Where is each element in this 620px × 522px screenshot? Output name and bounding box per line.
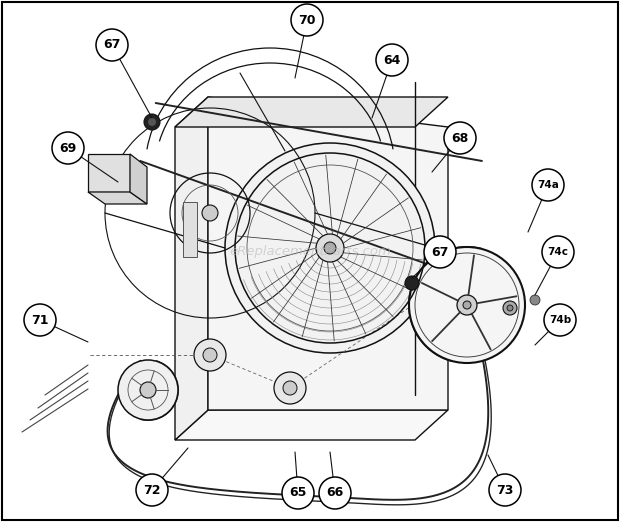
Polygon shape [130, 154, 147, 204]
Polygon shape [175, 410, 448, 440]
Text: 71: 71 [31, 314, 49, 326]
Text: 66: 66 [326, 487, 343, 500]
Circle shape [203, 348, 217, 362]
Circle shape [319, 477, 351, 509]
Text: 73: 73 [497, 483, 514, 496]
Polygon shape [175, 97, 448, 127]
Circle shape [532, 169, 564, 201]
Circle shape [283, 381, 297, 395]
Polygon shape [208, 97, 448, 410]
Text: 74c: 74c [547, 247, 569, 257]
Circle shape [144, 114, 160, 130]
Text: 65: 65 [290, 487, 307, 500]
Circle shape [376, 44, 408, 76]
Circle shape [202, 205, 218, 221]
Circle shape [530, 295, 540, 305]
Polygon shape [175, 97, 208, 440]
Text: 67: 67 [432, 245, 449, 258]
Text: 67: 67 [104, 39, 121, 52]
Text: 74b: 74b [549, 315, 571, 325]
Circle shape [24, 304, 56, 336]
Text: 74a: 74a [537, 180, 559, 190]
Circle shape [424, 236, 456, 268]
Circle shape [405, 276, 419, 290]
Circle shape [544, 304, 576, 336]
Circle shape [274, 372, 306, 404]
Text: 64: 64 [383, 53, 401, 66]
Circle shape [507, 305, 513, 311]
Text: eReplacementParts.com: eReplacementParts.com [229, 244, 391, 257]
Circle shape [444, 122, 476, 154]
Text: 69: 69 [60, 141, 77, 155]
Circle shape [324, 242, 336, 254]
Circle shape [282, 477, 314, 509]
Text: 68: 68 [451, 132, 469, 145]
Circle shape [140, 382, 156, 398]
Circle shape [225, 143, 435, 353]
Circle shape [136, 474, 168, 506]
Polygon shape [88, 192, 147, 204]
Circle shape [291, 4, 323, 36]
Circle shape [118, 360, 178, 420]
Polygon shape [183, 202, 197, 257]
Circle shape [316, 234, 344, 262]
Circle shape [542, 236, 574, 268]
Circle shape [463, 301, 471, 309]
Polygon shape [88, 154, 130, 192]
Circle shape [96, 29, 128, 61]
Circle shape [409, 247, 525, 363]
Circle shape [148, 118, 156, 126]
Circle shape [194, 339, 226, 371]
Circle shape [489, 474, 521, 506]
Circle shape [503, 301, 517, 315]
Circle shape [457, 295, 477, 315]
Text: 72: 72 [143, 483, 161, 496]
Circle shape [52, 132, 84, 164]
Text: 70: 70 [298, 14, 316, 27]
